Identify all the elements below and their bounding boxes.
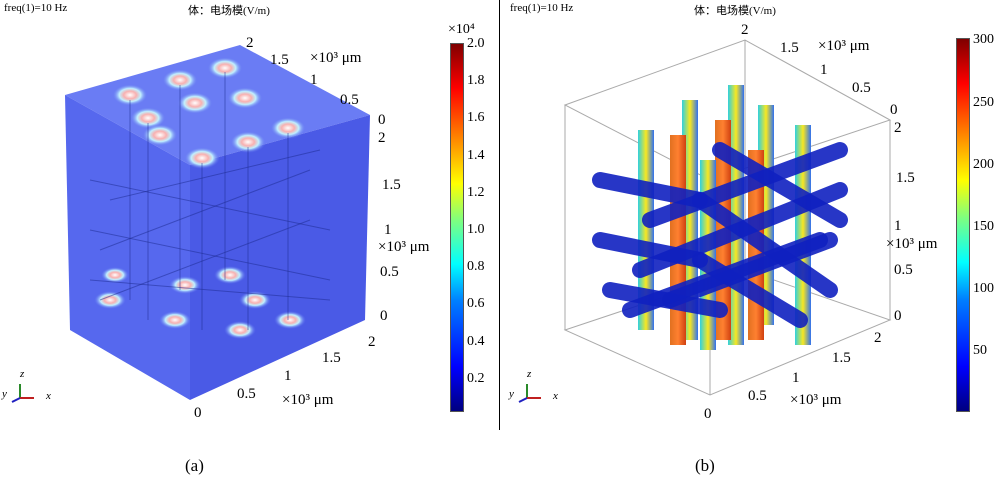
z-tick: 1 xyxy=(894,218,902,234)
z-tick: 0 xyxy=(380,308,388,324)
cb-tick: 1.2 xyxy=(467,185,485,200)
axis-triad-b-icon xyxy=(518,384,541,403)
y-tick: 0.5 xyxy=(852,80,871,96)
cb-tick: 100 xyxy=(973,281,994,296)
expression-label-b: 体：电场模(V/m) xyxy=(694,5,776,17)
cube-left-face xyxy=(65,95,190,400)
cb-tick: 0.2 xyxy=(467,371,485,386)
field-cube-a xyxy=(65,45,370,400)
cb-tick: 2.0 xyxy=(467,36,485,51)
y-tick: 2 xyxy=(246,35,254,51)
x-unit: ×10³ μm xyxy=(790,392,842,408)
z-tick: 1.5 xyxy=(382,177,401,193)
z-tick: 1.5 xyxy=(896,170,915,186)
y-tick: 1 xyxy=(820,62,828,78)
x-tick: 0.5 xyxy=(748,388,767,404)
axis-triad-a-icon xyxy=(11,384,34,403)
y-tick: 0 xyxy=(378,112,386,128)
pipes-b xyxy=(592,85,848,350)
cb-tick: 300 xyxy=(973,32,994,47)
z-unit: ×10³ μm xyxy=(886,236,938,252)
triad-x: x xyxy=(46,390,51,402)
y-tick: 0.5 xyxy=(340,92,359,108)
hot-spots xyxy=(94,57,306,339)
triad-y: y xyxy=(2,388,7,400)
y-tick: 2 xyxy=(741,22,749,38)
z-tick: 0 xyxy=(894,308,902,324)
triad-z: z xyxy=(527,368,532,380)
cb-tick: 250 xyxy=(973,95,994,110)
y-tick: 1.5 xyxy=(780,40,799,56)
z-tick: 0.5 xyxy=(380,264,399,280)
cb-tick: 0.6 xyxy=(467,296,485,311)
y-unit: ×10³ μm xyxy=(818,38,870,54)
triad-y: y xyxy=(509,388,514,400)
x-unit: ×10³ μm xyxy=(282,392,334,408)
y-tick: 1 xyxy=(310,72,318,88)
triad-z: z xyxy=(20,368,25,380)
z-tick: 1 xyxy=(384,222,392,238)
colorbar-a xyxy=(450,43,464,412)
cb-tick: 1.4 xyxy=(467,148,485,163)
cb-tick: 150 xyxy=(973,219,994,234)
horizontal-pipes xyxy=(592,142,848,328)
x-tick: 0 xyxy=(194,405,202,421)
x-tick: 1 xyxy=(792,370,800,386)
y-tick: 0 xyxy=(890,102,898,118)
panel-divider xyxy=(499,0,500,430)
cb-tick: 1.6 xyxy=(467,110,485,125)
z-tick: 2 xyxy=(378,130,386,146)
pipe-outlines xyxy=(89,72,331,330)
y-unit: ×10³ μm xyxy=(310,50,362,66)
x-tick: 1.5 xyxy=(832,350,851,366)
x-tick: 0 xyxy=(704,406,712,422)
cb-tick: 1.0 xyxy=(467,222,485,237)
x-tick: 0.5 xyxy=(237,386,256,402)
cb-tick: 200 xyxy=(973,157,994,172)
x-tick: 1 xyxy=(284,368,292,384)
colorbar-multiplier-a: ×10⁴ xyxy=(448,22,475,37)
freq-label-a: freq(1)=10 Hz xyxy=(4,2,68,14)
z-tick: 2 xyxy=(894,120,902,136)
caption-a: (a) xyxy=(185,456,204,475)
cb-tick: 0.4 xyxy=(467,334,485,349)
expression-label-a: 体：电场模(V/m) xyxy=(188,5,270,17)
x-tick: 1.5 xyxy=(322,350,341,366)
freq-label-b: freq(1)=10 Hz xyxy=(510,2,574,14)
x-tick: 2 xyxy=(368,334,376,350)
x-tick: 2 xyxy=(874,330,882,346)
z-tick: 0.5 xyxy=(894,262,913,278)
caption-b: (b) xyxy=(695,456,715,475)
cb-tick: 0.8 xyxy=(467,259,485,274)
triad-x: x xyxy=(553,390,558,402)
cb-tick: 50 xyxy=(973,343,987,358)
y-tick: 1.5 xyxy=(270,52,289,68)
cb-tick: 1.8 xyxy=(467,73,485,88)
z-unit: ×10³ μm xyxy=(378,239,430,255)
colorbar-b xyxy=(956,38,970,412)
